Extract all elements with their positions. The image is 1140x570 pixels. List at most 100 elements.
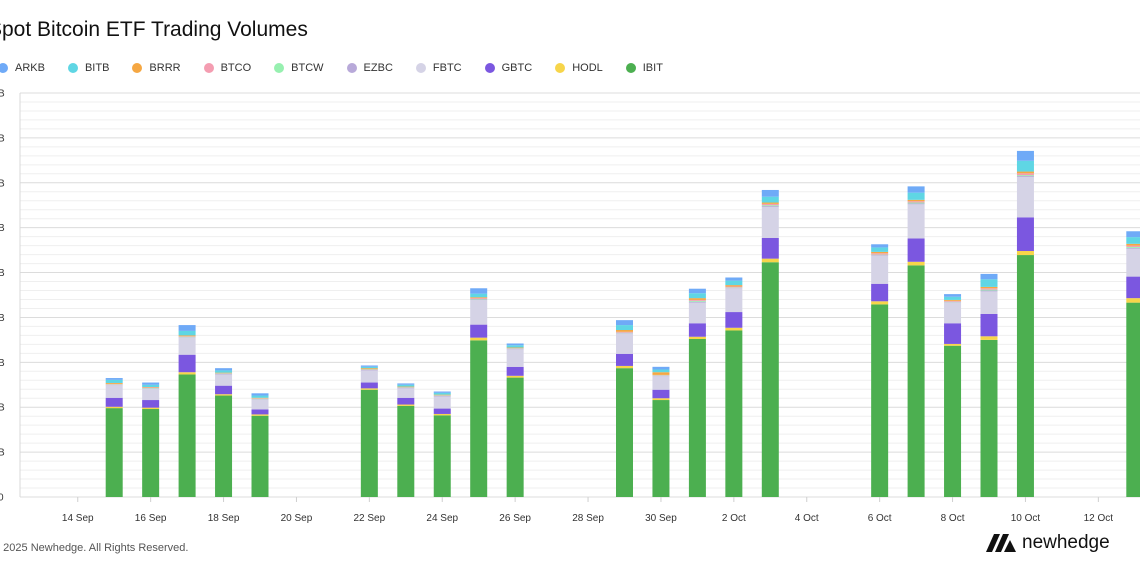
- bar-segment-ibit: [251, 415, 269, 497]
- bar-segment-fbtc: [1126, 248, 1140, 277]
- legend-item-arkb[interactable]: ARKB: [0, 62, 45, 74]
- bar-segment-fbtc: [215, 374, 233, 386]
- legend-item-brrr[interactable]: BRRR: [132, 62, 181, 74]
- bar-segment-btco: [470, 298, 488, 300]
- legend-label: ARKB: [15, 62, 45, 74]
- bar-segment-hodl: [360, 388, 378, 390]
- bar-segment-arkb: [470, 288, 488, 294]
- legend-swatch-icon: [346, 63, 357, 73]
- copyright-label: 2025 Newhedge. All Rights Reserved.: [3, 542, 189, 554]
- bar-segment-fbtc: [506, 349, 524, 367]
- x-tick-label: 14 Sep: [62, 513, 94, 524]
- bar-segment-gbtc: [360, 382, 378, 389]
- bar-segment-ibit: [1126, 302, 1140, 497]
- legend-item-ibit[interactable]: IBIT: [625, 62, 663, 74]
- bar-segment-ibit: [616, 368, 633, 497]
- legend-swatch-icon: [203, 63, 214, 73]
- bar-segment-btco: [944, 300, 962, 302]
- bar-segment-gbtc: [616, 353, 633, 366]
- bar-segment-hodl: [725, 327, 743, 331]
- bar-segment-ezbc: [761, 206, 779, 208]
- bar-segment-fbtc: [397, 388, 415, 398]
- legend-label: IBIT: [642, 62, 663, 74]
- bar-segment-arkb: [980, 273, 998, 280]
- bar-segment-ibit: [907, 265, 925, 497]
- bar-segment-brrr: [688, 298, 706, 300]
- bar-segment-arkb: [142, 382, 160, 385]
- bar-segment-fbtc: [871, 255, 889, 284]
- bar-segment-btco: [688, 299, 706, 301]
- y-tick-label: B: [0, 268, 5, 279]
- bar-segment-ibit: [105, 408, 123, 497]
- bar-segment-ezbc: [688, 301, 706, 303]
- legend-item-ezbc[interactable]: EZBC: [346, 62, 393, 74]
- bar-segment-arkb: [1126, 231, 1140, 238]
- legend-swatch-icon: [484, 63, 495, 73]
- bar-segment-btcw: [980, 289, 998, 291]
- bar-segment-gbtc: [761, 237, 779, 259]
- bar-segment-fbtc: [688, 302, 706, 324]
- bar-segment-fbtc: [178, 337, 196, 355]
- bar-segment-btcw: [1126, 246, 1140, 248]
- bar-segment-btco: [725, 286, 743, 288]
- bar-segment-fbtc: [433, 396, 451, 409]
- bar-segment-gbtc: [470, 324, 488, 338]
- legend-label: HODL: [572, 62, 603, 74]
- legend-item-fbtc[interactable]: FBTC: [415, 62, 462, 74]
- bar-segment-brrr: [178, 335, 196, 337]
- legend-item-hodl[interactable]: HODL: [555, 62, 603, 74]
- y-tick-label: B: [0, 89, 5, 100]
- legend-item-btco[interactable]: BTCO: [203, 62, 251, 74]
- bar-segment-ibit: [433, 415, 451, 497]
- bar-segment-brrr: [1016, 171, 1034, 174]
- chart-title: Spot Bitcoin ETF Trading Volumes: [0, 18, 308, 41]
- legend-label: FBTC: [432, 62, 462, 74]
- bar-segment-gbtc: [251, 409, 269, 415]
- bar-segment-bitb: [761, 196, 779, 203]
- bar-segment-bitb: [652, 369, 670, 373]
- bar-segment-arkb: [616, 320, 633, 326]
- bar-segment-arkb: [871, 244, 889, 248]
- bar-segment-brrr: [652, 372, 670, 375]
- bar-segment-ibit: [506, 377, 524, 497]
- x-tick-label: 30 Sep: [645, 513, 677, 524]
- legend-label: BITB: [84, 62, 110, 74]
- legend-item-gbtc[interactable]: GBTC: [484, 62, 532, 74]
- bar-segment-hodl: [142, 407, 160, 410]
- bar-segment-ibit: [980, 339, 998, 497]
- legend-swatch-icon: [274, 63, 285, 73]
- x-tick-label: 28 Sep: [572, 513, 604, 524]
- bar-segment-ibit: [871, 304, 889, 497]
- bar-segment-hodl: [470, 337, 488, 341]
- x-tick-label: 12 Oct: [1084, 513, 1114, 524]
- bar-segment-bitb: [980, 279, 998, 287]
- bar-segment-fbtc: [907, 204, 925, 239]
- bar-segment-hodl: [688, 336, 706, 339]
- bar-segment-ezbc: [907, 203, 925, 205]
- bar-segment-bitb: [178, 330, 196, 336]
- bar-segment-fbtc: [616, 333, 633, 354]
- bar-segment-fbtc: [725, 288, 743, 313]
- bar-segment-bitb: [688, 293, 706, 299]
- x-tick-label: 24 Sep: [426, 513, 458, 524]
- bar-segment-gbtc: [142, 400, 160, 408]
- bar-segment-gbtc: [215, 385, 233, 395]
- bar-segment-btcw: [907, 202, 925, 204]
- bar-segment-gbtc: [980, 313, 998, 337]
- brand-logo[interactable]: newhedge: [986, 532, 1110, 554]
- legend-item-bitb[interactable]: BITB: [67, 62, 110, 74]
- x-tick-label: 8 Oct: [941, 513, 965, 524]
- bar-segment-btco: [907, 201, 925, 203]
- bar-segment-bitb: [215, 370, 233, 373]
- bar-segment-btcw: [1016, 175, 1034, 177]
- bar-segment-btco: [761, 203, 779, 206]
- legend-item-btcw[interactable]: BTCW: [274, 62, 324, 74]
- bar-segment-ibit: [1016, 255, 1034, 497]
- bar-segment-gbtc: [907, 238, 925, 262]
- bar-segment-fbtc: [980, 291, 998, 314]
- newhedge-logo-icon: [986, 534, 1016, 552]
- bar-segment-arkb: [215, 368, 233, 371]
- bar-segment-fbtc: [944, 302, 962, 324]
- bar-segment-arkb: [251, 393, 269, 396]
- bar-segment-bitb: [1126, 237, 1140, 244]
